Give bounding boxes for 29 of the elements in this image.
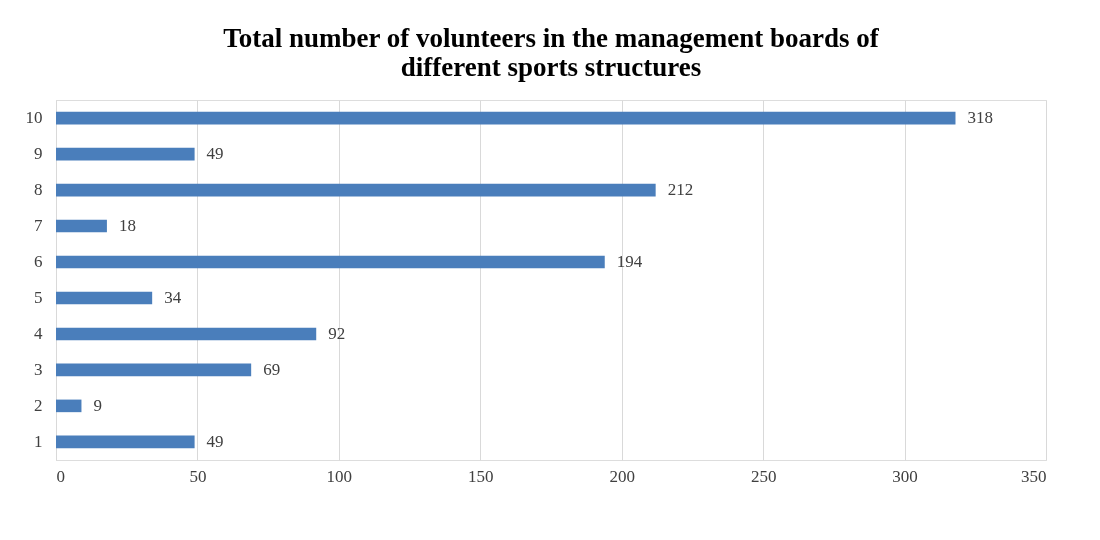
y-tick-label: 4 <box>34 323 43 343</box>
y-tick-label: 7 <box>34 216 43 236</box>
data-label: 69 <box>263 359 281 379</box>
y-tick-label: 1 <box>34 431 43 451</box>
data-label: 18 <box>118 216 136 236</box>
y-tick-label: 5 <box>34 287 43 307</box>
x-tick-label: 200 <box>609 466 635 486</box>
data-label: 194 <box>616 252 643 272</box>
chart-title: Total number of volunteers in the management boards of different sports structures <box>223 23 880 82</box>
x-tick-label: 100 <box>326 466 353 486</box>
y-tick-label: 10 <box>25 108 43 128</box>
data-label: 212 <box>667 180 694 200</box>
x-tick-label: 350 <box>1021 466 1047 486</box>
y-tick-label: 9 <box>34 144 43 164</box>
data-label: 9 <box>93 395 102 415</box>
y-tick-label: 8 <box>34 180 43 200</box>
x-tick-label: 150 <box>468 466 494 486</box>
x-tick-label: 0 <box>56 466 65 486</box>
data-label: 49 <box>206 144 224 164</box>
data-label: 318 <box>967 108 993 128</box>
data-label: 34 <box>164 287 182 307</box>
x-tick-label: 50 <box>189 466 207 486</box>
y-tick-label: 6 <box>34 252 43 272</box>
data-label: 49 <box>206 431 224 451</box>
data-label: 92 <box>328 323 346 343</box>
x-tick-label: 250 <box>750 466 777 486</box>
y-tick-label: 3 <box>34 359 43 379</box>
y-tick-label: 2 <box>34 395 43 415</box>
x-tick-label: 300 <box>892 466 918 486</box>
